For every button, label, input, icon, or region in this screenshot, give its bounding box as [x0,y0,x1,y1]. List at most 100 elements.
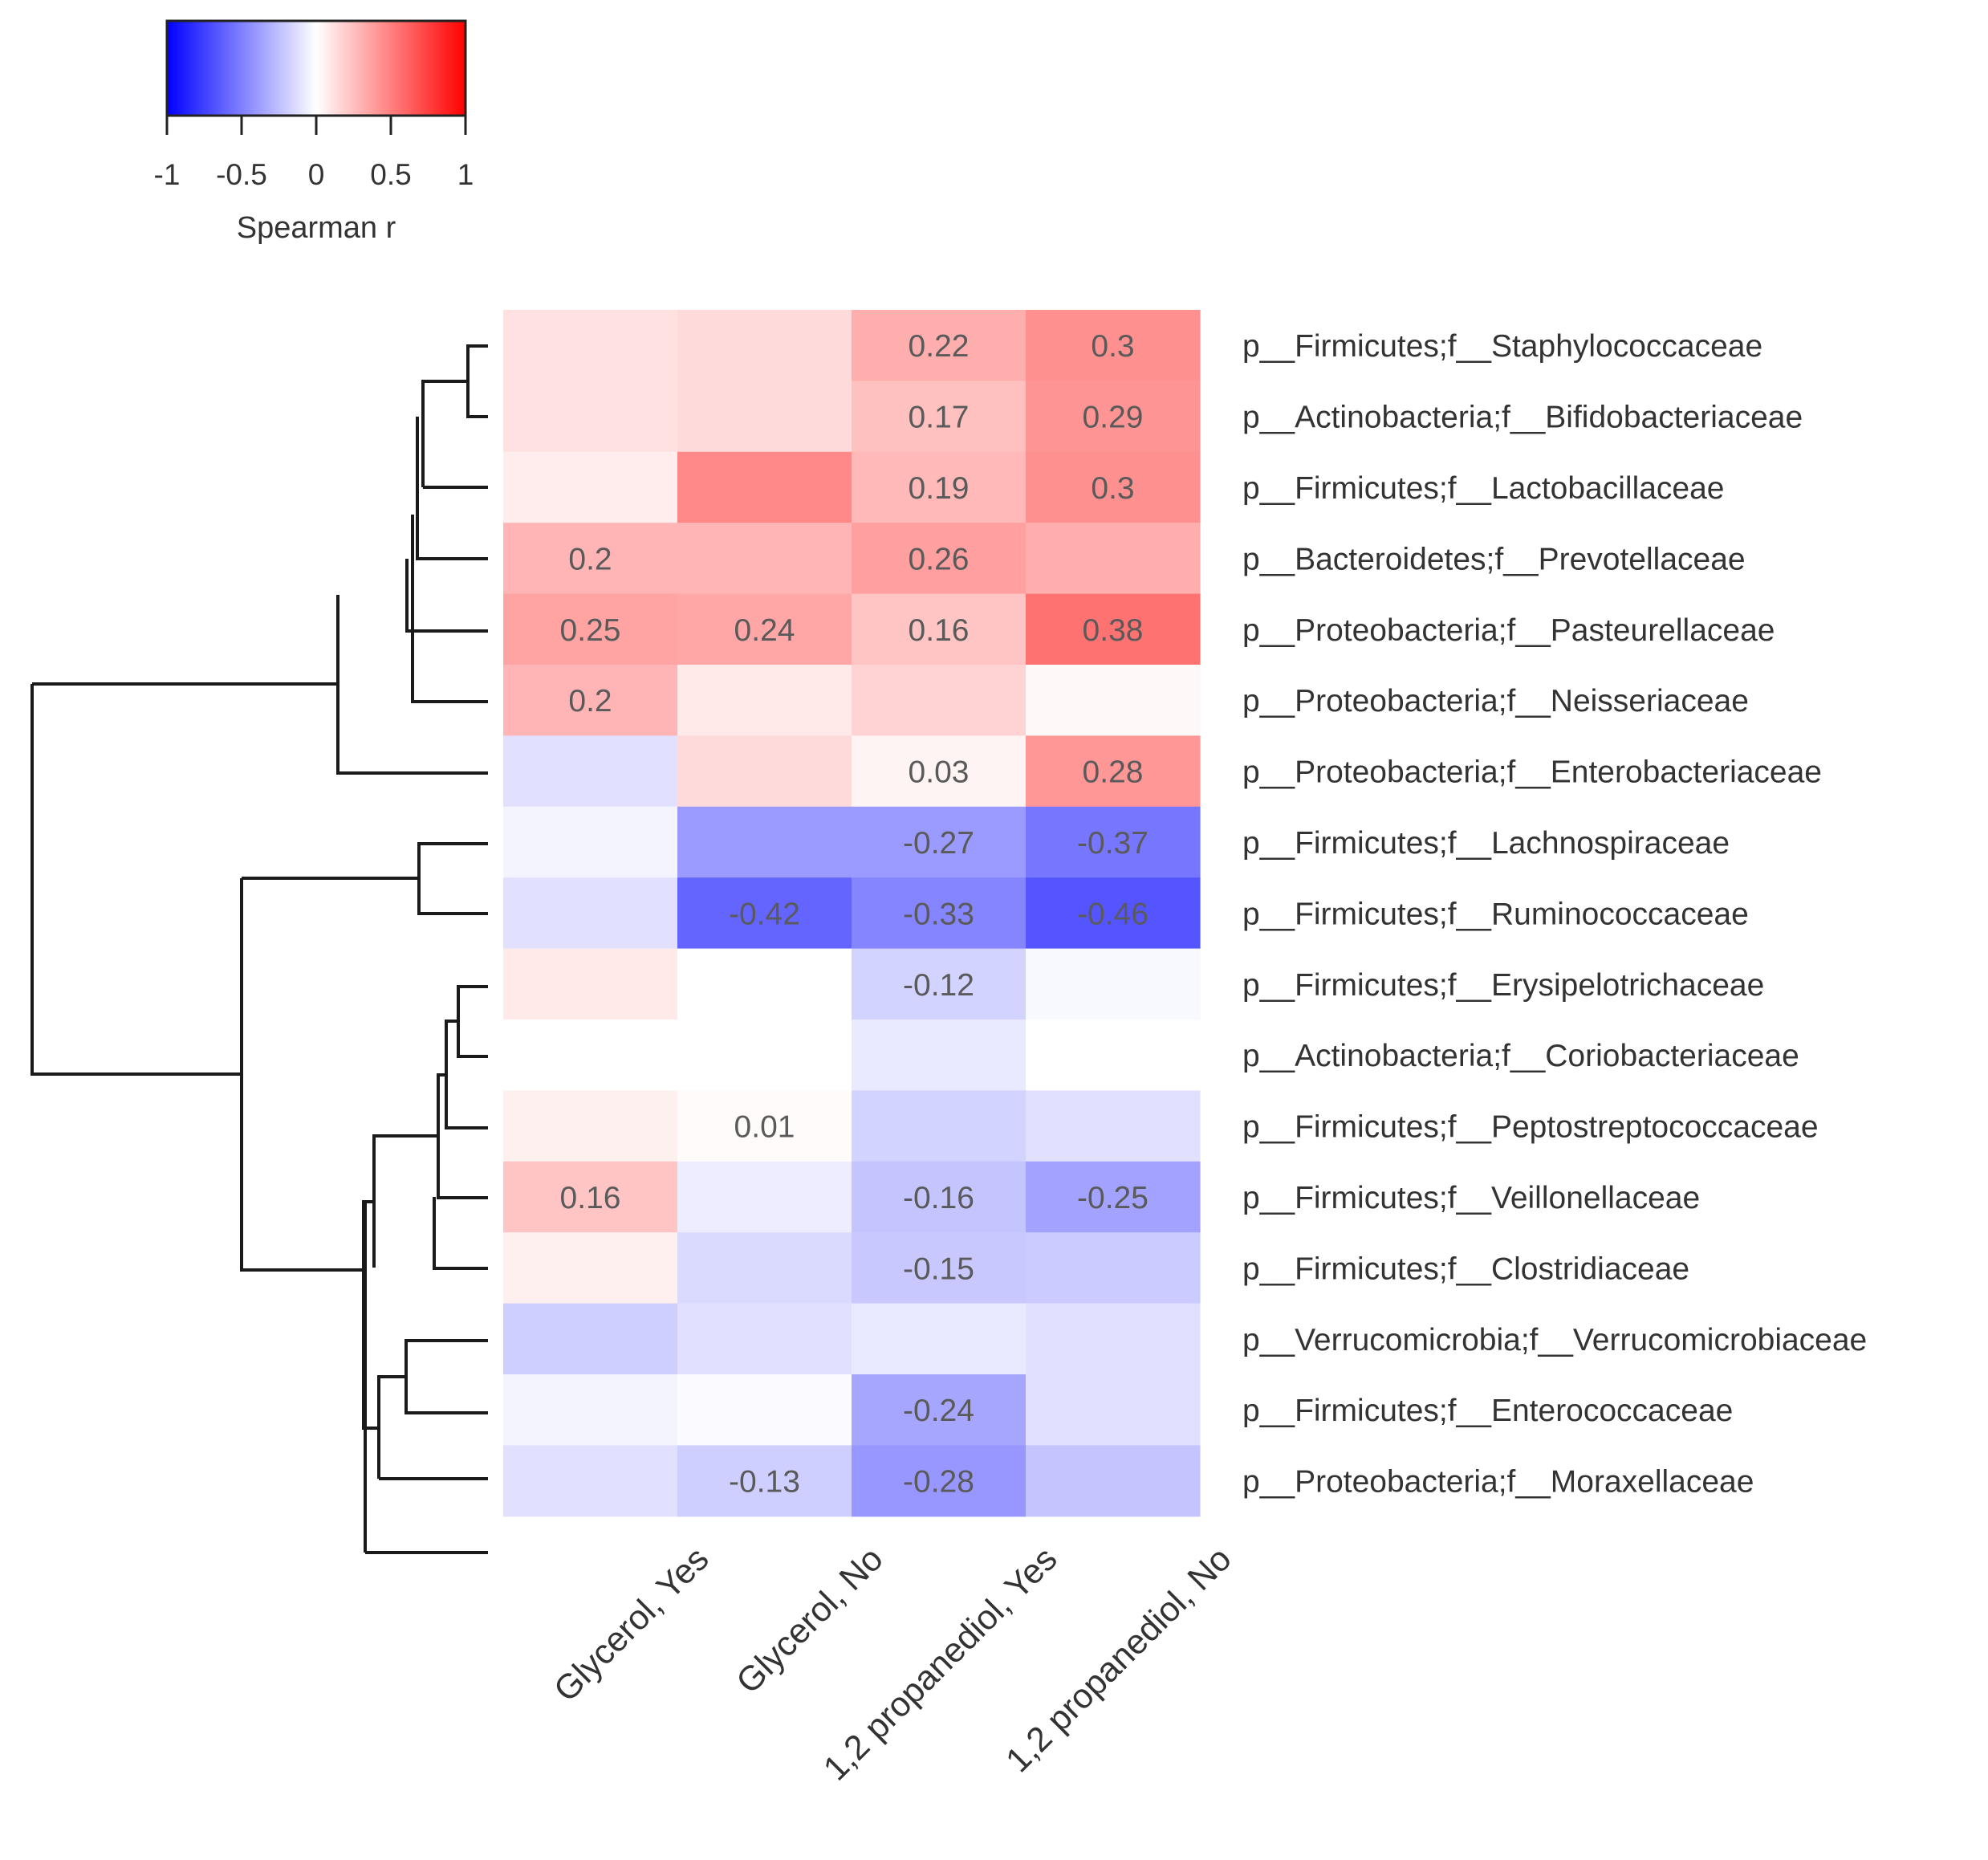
cell-value-label: 0.28 [1083,755,1144,790]
heatmap-cell [677,806,852,878]
heatmap-cell [677,948,852,1020]
heatmap-cell [677,1161,852,1233]
heatmap-cell [852,310,1027,381]
heatmap-cell [677,1374,852,1446]
cell-value-label: -0.46 [1077,897,1148,931]
cell-value-label: -0.13 [729,1465,800,1500]
cell-value-label: 0.2 [568,684,612,718]
row-label: p__Actinobacteria;f__Bifidobacteriaceae [1242,401,1803,435]
row-label: p__Firmicutes;f__Peptostreptococcaceae [1242,1110,1819,1145]
dendrogram-branches [30,344,488,1554]
cell-value-label: 0.19 [909,471,970,506]
heatmap-cell [503,523,678,595]
column-labels: Glycerol, Yes Glycerol, No1,2 propanediol… [547,1540,1238,1789]
row-label: p__Proteobacteria;f__Neisseriaceae [1242,684,1749,718]
cell-value-label: 0.01 [734,1110,795,1145]
heatmap-cell [1026,1374,1201,1446]
legend-tick-label: -1 [154,158,181,191]
cell-value-label: 0.16 [560,1181,621,1215]
heatmap-cell [503,948,678,1020]
color-legend: -1 -0.5 0 0.5 1 Spearman r [154,19,474,245]
cell-value-label: 0.25 [560,613,621,648]
heatmap-cell [852,877,1027,950]
row-dendrogram [30,344,488,1554]
cell-value-label: -0.16 [903,1181,974,1215]
heatmap-cell [677,523,852,595]
cell-value-label: 0.16 [909,613,970,648]
heatmap-cell [677,310,852,381]
heatmap-cell [852,1161,1027,1233]
heatmap-cell [852,735,1027,808]
cell-value-label: -0.37 [1077,826,1148,861]
heatmap-cell [503,1232,678,1304]
heatmap-cell [852,1090,1027,1162]
cell-value-label: -0.27 [903,826,974,861]
heatmap-cell [1026,593,1201,665]
legend-ticks: -1 -0.5 0 0.5 1 [154,116,474,191]
heatmap-cell [677,1232,852,1304]
heatmap-cell [852,381,1027,453]
row-label: p__Firmicutes;f__Lactobacillaceae [1242,471,1725,506]
row-label: p__Firmicutes;f__Lachnospiraceae [1242,826,1730,861]
heatmap-cell-labels: 0.22 0.3 0.17 0.29 0.19 0.3 0.2 0.26 0.25 0.24 0.1… [560,329,1148,1499]
legend-colorbar [165,19,467,117]
heatmap-cell [503,451,678,523]
cell-value-label: -0.42 [729,897,800,931]
heatmap-cell [503,1303,678,1375]
heatmap-cell [1026,1303,1201,1375]
heatmap-cell [852,948,1027,1020]
legend-tick-label: 0 [308,158,325,191]
cell-value-label: 0.24 [734,613,795,648]
cell-value-label: 0.03 [909,755,970,790]
heatmap-cell [1026,1232,1201,1304]
row-label: p__Bacteroidetes;f__Prevotellaceae [1242,542,1746,576]
heatmap-cell [852,806,1027,878]
heatmap-cell [503,1161,678,1233]
heatmap-cell [503,665,678,736]
cell-value-label: -0.33 [903,897,974,931]
row-label: p__Firmicutes;f__Staphylococcaceae [1242,329,1762,364]
cell-value-label: 0.17 [909,401,970,435]
cell-value-label: -0.28 [903,1465,974,1500]
column-label: Glycerol, No [729,1540,890,1701]
heatmap-cell [1026,1090,1201,1162]
row-label: p__Firmicutes;f__Ruminococcaceae [1242,897,1749,931]
heatmap-cell [503,1090,678,1162]
cell-value-label: 0.29 [1083,401,1144,435]
heatmap-cell [503,381,678,453]
heatmap-cell [677,1445,852,1517]
heatmap-cell [677,1020,852,1091]
cell-value-label: -0.15 [903,1252,974,1286]
cell-value-label: -0.24 [903,1394,974,1428]
heatmap-cell [852,1374,1027,1446]
row-labels: p__Firmicutes;f__Staphylococcaceae p__Act… [1242,329,1867,1499]
legend-tick-label: 1 [457,158,474,191]
cell-value-label: 0.38 [1083,613,1144,648]
row-label: p__Firmicutes;f__Erysipelotrichaceae [1242,968,1764,1003]
heatmap-cell [503,1374,678,1446]
heatmap-cell [677,1090,852,1162]
heatmap-cell [677,451,852,523]
heatmap-cell [1026,1161,1201,1233]
heatmap-cell [1026,806,1201,878]
heatmap-cell [1026,948,1201,1020]
cell-value-label: 0.3 [1091,471,1134,506]
cell-value-label: 0.26 [909,542,970,576]
cell-value-label: 0.3 [1091,329,1134,364]
heatmap-cell [677,381,852,453]
heatmap-cell [1026,1020,1201,1091]
cell-value-label: -0.12 [903,968,974,1003]
heatmap-cell [1026,665,1201,736]
cell-value-label: -0.25 [1077,1181,1148,1215]
heatmap-cell [503,735,678,808]
heatmap-cell [677,1303,852,1375]
heatmap-cell [852,523,1027,595]
legend-tick-label: -0.5 [216,158,267,191]
heatmap-cell [677,877,852,950]
heatmap-cell [1026,877,1201,950]
heatmap-cell [1026,310,1201,381]
heatmap-cell [852,1020,1027,1091]
heatmap-cell [1026,381,1201,453]
cell-value-label: 0.22 [909,329,970,364]
